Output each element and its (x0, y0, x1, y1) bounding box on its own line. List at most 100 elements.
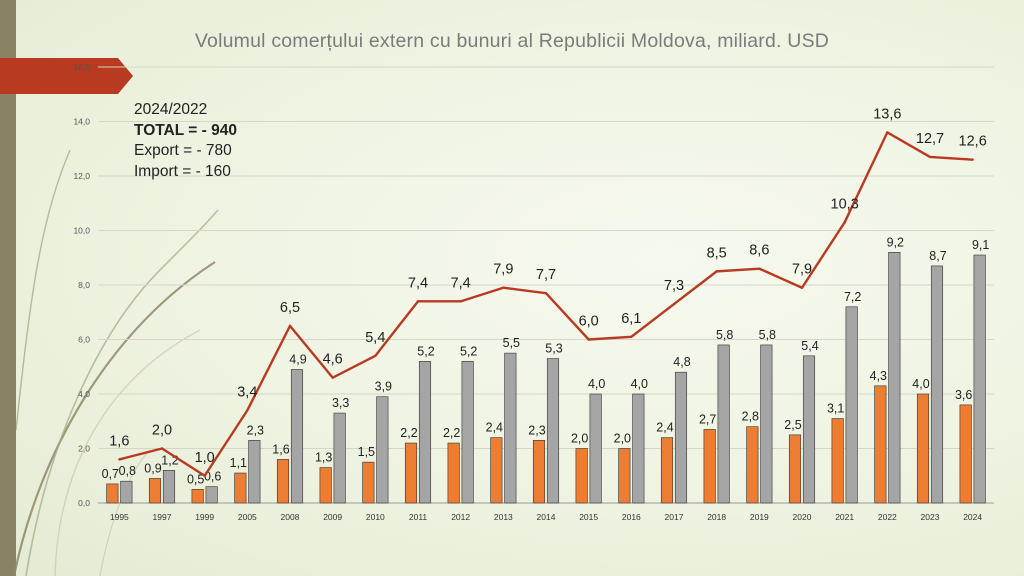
total-point (715, 270, 718, 273)
import-value-label: 0,8 (119, 464, 136, 478)
total-value-label: 7,9 (493, 262, 513, 278)
total-point (502, 286, 505, 289)
x-tick-label: 2017 (665, 512, 684, 522)
export-bar (874, 385, 887, 504)
export-value-label: 3,1 (827, 402, 844, 416)
x-tick-label: 2016 (622, 512, 641, 522)
total-value-label: 12,6 (959, 134, 987, 150)
total-value-label: 7,4 (451, 275, 471, 291)
export-value-label: 1,6 (272, 442, 289, 456)
import-bar (802, 355, 816, 504)
total-value-label: 7,7 (536, 267, 556, 283)
total-point (246, 409, 249, 412)
y-tick-label: 0,0 (78, 498, 90, 508)
x-tick-label: 2008 (281, 512, 300, 522)
import-value-label: 8,7 (929, 249, 946, 263)
export-value-label: 1,1 (230, 456, 247, 470)
import-value-label: 9,1 (972, 238, 989, 252)
import-value-label: 7,2 (844, 290, 861, 304)
x-tick-label: 2019 (750, 512, 769, 522)
total-value-label: 6,0 (579, 314, 599, 330)
export-value-label: 2,3 (528, 423, 545, 437)
export-value-label: 2,7 (699, 412, 716, 426)
import-value-label: 9,2 (887, 235, 904, 249)
total-point (459, 300, 462, 303)
export-value-label: 4,3 (870, 369, 887, 383)
import-bar (162, 469, 176, 504)
x-tick-label: 2010 (366, 512, 385, 522)
x-tick-label: 2009 (323, 512, 342, 522)
total-point (288, 324, 292, 328)
export-value-label: 2,0 (614, 432, 631, 446)
total-point (886, 131, 889, 134)
import-bar (845, 306, 858, 504)
export-bar (575, 448, 588, 504)
total-value-label: 1,0 (195, 450, 215, 466)
import-bar (546, 358, 560, 504)
decor-curve-2 (25, 209, 219, 576)
export-bar (746, 426, 759, 504)
import-value-label: 5,2 (417, 344, 434, 358)
export-bar (959, 404, 972, 504)
import-bar (248, 440, 261, 504)
x-tick-label: 2021 (835, 512, 854, 522)
export-bar (618, 448, 631, 504)
import-value-label: 5,2 (460, 344, 477, 358)
import-bar (120, 480, 133, 504)
import-bar (418, 360, 432, 504)
total-value-label: 5,4 (365, 330, 385, 346)
import-bar (973, 254, 986, 504)
decor-curve-3 (54, 329, 201, 576)
export-value-label: 2,4 (486, 421, 503, 435)
export-value-label: 3,6 (955, 388, 972, 402)
total-point (416, 300, 420, 303)
import-value-label: 3,9 (375, 380, 392, 394)
export-value-label: 2,4 (656, 421, 673, 435)
total-value-label: 8,6 (749, 243, 769, 259)
export-bar (660, 437, 674, 504)
import-value-label: 5,3 (545, 342, 562, 356)
summary-box: 2024/2022 TOTAL = - 940 Export = - 780 I… (134, 100, 237, 182)
total-value-label: 1,6 (109, 433, 129, 449)
export-bar (106, 483, 119, 504)
x-tick-label: 2023 (921, 512, 940, 522)
export-bar (788, 434, 802, 504)
x-tick-label: 2012 (451, 512, 470, 522)
import-value-label: 5,8 (716, 328, 733, 342)
export-value-label: 4,0 (912, 377, 929, 391)
decor-curve-4 (15, 149, 71, 431)
export-bar (234, 472, 247, 504)
total-value-label: 4,6 (323, 352, 343, 368)
import-bar (717, 344, 730, 504)
total-value-label: 2,0 (152, 423, 172, 439)
import-bar (376, 396, 389, 504)
x-tick-label: 2014 (537, 512, 556, 522)
export-value-label: 1,3 (315, 451, 332, 465)
export-bar (831, 418, 844, 504)
title-accent-arrow (0, 58, 133, 94)
x-tick-label: 2024 (963, 512, 982, 522)
x-tick-label: 1999 (195, 512, 214, 522)
total-point (587, 338, 590, 341)
import-value-label: 5,8 (759, 328, 776, 342)
x-tick-label: 2013 (494, 512, 513, 522)
decorative-curves (12, 149, 219, 576)
export-value-label: 2,2 (400, 426, 417, 440)
total-point (758, 267, 761, 270)
x-tick-label: 2018 (707, 512, 726, 522)
y-tick-label: 6,0 (78, 335, 90, 345)
total-value-label: 3,4 (237, 384, 257, 400)
total-point (331, 376, 334, 379)
import-bar (589, 393, 602, 504)
import-bar (930, 265, 944, 504)
total-point (160, 447, 164, 450)
total-value-label: 12,7 (916, 131, 944, 147)
import-bar (760, 344, 773, 504)
summary-export: Export = - 780 (134, 142, 232, 159)
x-tick-label: 2011 (409, 512, 428, 522)
export-bar (532, 440, 546, 504)
decor-curve-1 (12, 261, 216, 576)
import-bar (290, 369, 304, 504)
import-value-label: 3,3 (332, 396, 349, 410)
